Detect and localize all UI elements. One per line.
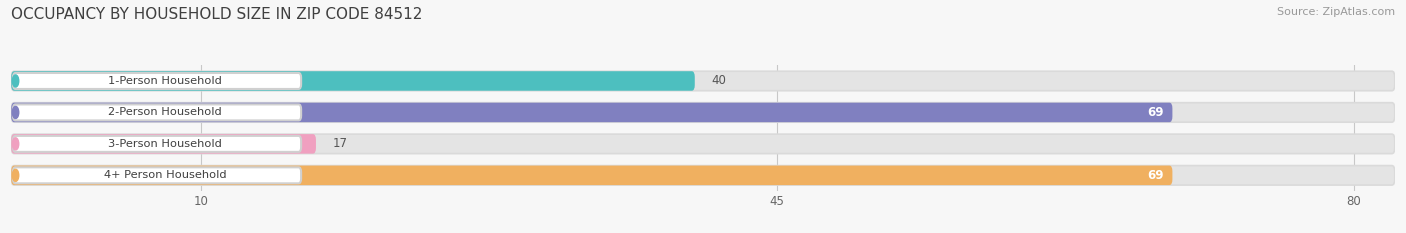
FancyBboxPatch shape <box>11 71 1395 91</box>
FancyBboxPatch shape <box>13 104 301 120</box>
Circle shape <box>13 75 18 87</box>
FancyBboxPatch shape <box>13 73 301 89</box>
FancyBboxPatch shape <box>11 134 1395 154</box>
Text: 69: 69 <box>1147 169 1164 182</box>
FancyBboxPatch shape <box>11 103 1173 122</box>
Text: 3-Person Household: 3-Person Household <box>108 139 222 149</box>
Text: 2-Person Household: 2-Person Household <box>108 107 222 117</box>
Text: 69: 69 <box>1147 106 1164 119</box>
FancyBboxPatch shape <box>13 167 301 183</box>
FancyBboxPatch shape <box>11 71 695 91</box>
Text: Source: ZipAtlas.com: Source: ZipAtlas.com <box>1277 7 1395 17</box>
Text: 17: 17 <box>332 137 347 150</box>
Circle shape <box>13 106 18 119</box>
FancyBboxPatch shape <box>11 103 1395 122</box>
Text: 40: 40 <box>711 75 725 87</box>
Circle shape <box>13 169 18 182</box>
Text: OCCUPANCY BY HOUSEHOLD SIZE IN ZIP CODE 84512: OCCUPANCY BY HOUSEHOLD SIZE IN ZIP CODE … <box>11 7 423 22</box>
Circle shape <box>13 138 18 150</box>
FancyBboxPatch shape <box>13 136 301 152</box>
FancyBboxPatch shape <box>11 134 316 154</box>
Text: 4+ Person Household: 4+ Person Household <box>104 170 226 180</box>
FancyBboxPatch shape <box>11 166 1173 185</box>
Text: 1-Person Household: 1-Person Household <box>108 76 222 86</box>
FancyBboxPatch shape <box>11 166 1395 185</box>
